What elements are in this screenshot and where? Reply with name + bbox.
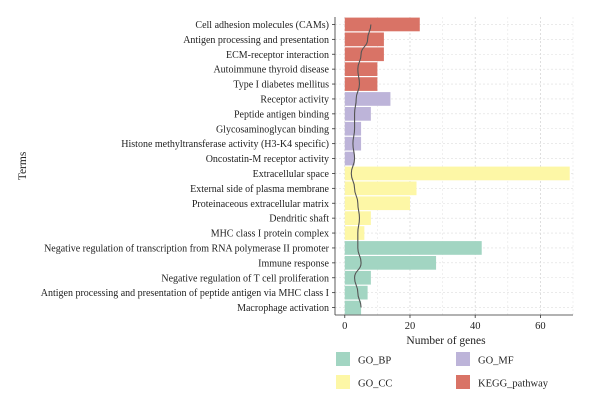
bar	[344, 211, 371, 226]
bar	[344, 270, 371, 285]
category-label: ECM-receptor interaction	[226, 50, 329, 61]
legend-swatch	[456, 375, 470, 389]
bar	[344, 62, 378, 77]
category-label: Extracellular space	[253, 169, 330, 180]
legend-swatch	[336, 375, 350, 389]
category-label: Oncostatin-M receptor activity	[206, 154, 329, 165]
y-axis-title: Terms	[17, 151, 29, 180]
category-label: Antigen processing and presentation of p…	[41, 288, 329, 299]
legend-label: KEGG_pathway	[478, 379, 549, 390]
bar	[344, 106, 371, 121]
bars	[344, 17, 570, 315]
category-label: Glycosaminoglycan binding	[216, 124, 329, 135]
x-tick-label: 40	[470, 321, 481, 332]
category-label: Cell adhesion molecules (CAMs)	[195, 20, 329, 31]
bar	[344, 181, 417, 196]
x-axis-title: Number of genes	[406, 335, 486, 347]
legend-label: GO_MF	[478, 356, 514, 367]
trend-line	[350, 24, 372, 308]
category-label: MHC class I protein complex	[211, 229, 329, 240]
category-label: Immune response	[258, 258, 329, 269]
x-tick-label: 60	[535, 321, 546, 332]
x-tick-label: 0	[342, 321, 347, 332]
legend-swatch	[336, 352, 350, 366]
bar	[344, 151, 355, 166]
bar	[344, 92, 391, 106]
legend-swatch	[456, 352, 470, 366]
category-label: Proteinaceous extracellular matrix	[192, 199, 329, 210]
bar	[344, 77, 378, 91]
bar	[344, 255, 437, 270]
bar	[344, 17, 420, 32]
x-tick-label: 20	[405, 321, 416, 332]
category-label: Negative regulation of transcription fro…	[44, 243, 330, 254]
category-label: Dendritic shaft	[269, 214, 329, 225]
legend-label: GO_CC	[358, 379, 392, 390]
category-label: Type I diabetes mellitus	[233, 80, 329, 91]
bar	[344, 121, 362, 136]
bar	[344, 285, 368, 300]
x-tick-labels: 0 20 40 60	[342, 315, 546, 332]
category-label: Autoimmune thyroid disease	[213, 65, 329, 76]
bar	[344, 226, 365, 240]
category-label: Histone methyltransferase activity (H3-K…	[121, 139, 329, 150]
category-label: Antigen processing and presentation	[183, 35, 329, 46]
category-labels: Cell adhesion molecules (CAMs) Antigen pr…	[41, 20, 335, 314]
category-label: Peptide antigen binding	[234, 109, 329, 120]
category-label: External side of plasma membrane	[190, 184, 329, 195]
bar	[344, 241, 482, 255]
category-label: Receptor activity	[260, 94, 329, 105]
axes	[334, 17, 573, 316]
grid	[335, 17, 574, 315]
legend-label: GO_BP	[358, 356, 391, 367]
bar	[344, 47, 384, 62]
legend: GO_BP GO_MF GO_CC KEGG_pathway	[336, 352, 549, 390]
category-label: Macrophage activation	[237, 303, 329, 314]
bar	[344, 196, 410, 211]
bar	[344, 166, 570, 181]
bar	[344, 32, 384, 47]
category-label: Negative regulation of T cell proliferat…	[161, 273, 329, 284]
trend-line-group	[350, 24, 372, 308]
bar	[344, 300, 362, 315]
